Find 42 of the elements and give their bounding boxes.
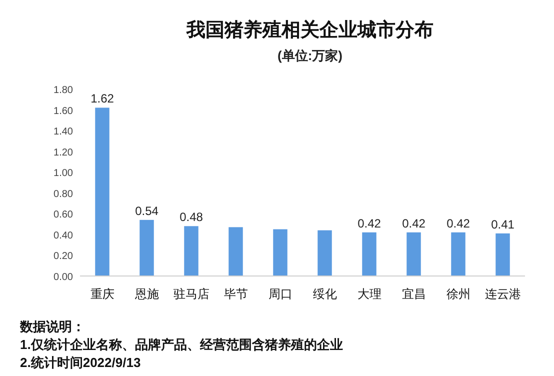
data-label: 0.41 — [491, 217, 515, 232]
x-tick-label: 周口 — [268, 287, 292, 301]
chart-title: 我国猪养殖相关企业城市分布 — [186, 19, 434, 41]
y-tick-label: 1.40 — [54, 126, 74, 138]
y-tick-label: 0.20 — [54, 251, 74, 262]
y-tick-label: 0.80 — [54, 188, 74, 200]
bar — [228, 227, 243, 276]
x-tick-label: 恩施 — [134, 287, 159, 301]
x-tick-label: 绥化 — [312, 287, 337, 301]
x-tick-label: 连云港 — [484, 287, 521, 301]
text: 2.统计时间2022/9/13 — [20, 355, 141, 370]
y-tick-label: 0.60 — [54, 210, 74, 221]
y-tick-label: 1.80 — [54, 85, 74, 96]
x-tick-label: 宜昌 — [402, 287, 426, 301]
text: 数据说明： — [19, 319, 85, 334]
data-label: 0.42 — [446, 216, 470, 230]
bar — [184, 226, 198, 276]
x-tick-label: 大理 — [357, 287, 382, 301]
x-tick-label: 驻马店 — [173, 287, 210, 301]
bar — [451, 232, 466, 276]
bar — [406, 232, 421, 276]
y-tick-label: 1.00 — [54, 168, 74, 180]
bar — [318, 230, 332, 276]
data-label: 0.48 — [180, 210, 204, 224]
bar — [95, 108, 110, 276]
y-tick-label: 0.40 — [54, 230, 74, 242]
bar — [140, 220, 154, 276]
y-tick-label: 1.60 — [54, 106, 74, 117]
y-tick-label: 1.20 — [54, 147, 74, 158]
bar — [496, 233, 510, 276]
data-label: 0.42 — [402, 216, 426, 230]
data-label: 0.54 — [135, 204, 159, 218]
bar — [362, 232, 376, 276]
x-tick-label: 毕节 — [224, 287, 248, 301]
x-tick-label: 重庆 — [90, 287, 114, 301]
chart-subtitle: (单位:万家) — [278, 48, 342, 63]
bar — [273, 229, 288, 276]
y-tick-label: 0.00 — [54, 272, 74, 283]
data-label: 1.62 — [90, 92, 114, 106]
data-label: 0.42 — [358, 216, 382, 230]
x-tick-label: 徐州 — [446, 287, 470, 301]
text: 1.仅统计企业名称、品牌产品、经营范围含猪养殖的企业 — [20, 337, 343, 352]
